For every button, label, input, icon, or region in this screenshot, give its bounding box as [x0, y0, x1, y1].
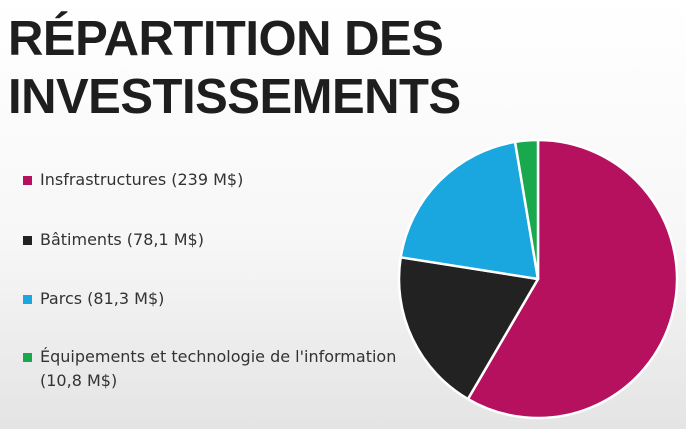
legend-item-batiments: Bâtiments (78,1 M$): [23, 228, 403, 252]
legend-label-parcs: Parcs (81,3 M$): [40, 289, 165, 308]
legend-swatch-infrastructures: [23, 176, 32, 185]
legend-item-parcs: Parcs (81,3 M$): [23, 287, 403, 311]
pie-slice-parcs: [399, 140, 540, 281]
legend-item-infrastructures: Insfrastructures (239 M$): [23, 168, 403, 192]
legend-item-equipements: Équipements et technologie de l'informat…: [23, 345, 403, 393]
legend-swatch-parcs: [23, 295, 32, 304]
legend-swatch-batiments: [23, 236, 32, 245]
slide-title: RÉPARTITION DES INVESTISSEMENTS: [8, 10, 461, 126]
pie-slice-batiments: [397, 256, 540, 401]
slide-title-line-2: INVESTISSEMENTS: [8, 70, 461, 124]
pie-slices: [397, 138, 679, 420]
legend-swatch-equipements: [23, 353, 32, 362]
legend-label-infrastructures: Insfrastructures (239 M$): [40, 170, 244, 189]
slide-title-line-1: RÉPARTITION DES: [8, 12, 444, 66]
legend-label-equipements: Équipements et technologie de l'informat…: [40, 347, 397, 390]
pie-slice-infrastructures: [466, 138, 679, 420]
legend-label-batiments: Bâtiments (78,1 M$): [40, 230, 204, 249]
pie-slice-equipements: [513, 138, 540, 281]
